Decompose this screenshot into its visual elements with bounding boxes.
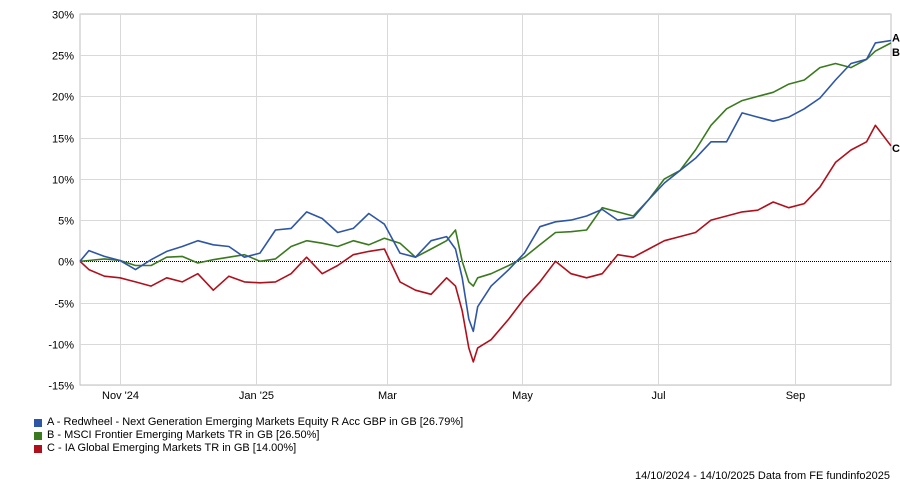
legend-item-b: B - MSCI Frontier Emerging Markets TR in… [34, 429, 463, 442]
y-tick-label: -5% [54, 299, 74, 311]
series-line-c [79, 124, 892, 363]
y-tick-label: 30% [52, 10, 74, 22]
legend-item-a: A - Redwheel - Next Generation Emerging … [34, 416, 463, 429]
y-tick-label: 25% [52, 51, 74, 63]
footer-date-range: 14/10/2024 - 14/10/2025 Data from FE fun… [634, 470, 890, 482]
y-tick-label: 15% [52, 134, 74, 146]
legend-label-c: C - IA Global Emerging Markets TR in GB … [47, 442, 297, 454]
y-tick-label: 5% [58, 216, 74, 228]
y-tick-label: -10% [48, 340, 74, 352]
legend-label-b: B - MSCI Frontier Emerging Markets TR in… [47, 429, 320, 441]
end-labels: AB C [892, 32, 900, 154]
end-label-c: C [892, 143, 900, 155]
y-tick-label: 20% [52, 92, 74, 104]
legend: A - Redwheel - Next Generation Emerging … [34, 416, 463, 455]
axes: 30% 25% 20% 15% 10% 5% 0% -5% -10% -15% Nov '24 Jan… [48, 10, 805, 403]
x-tick-label: Nov '24 [102, 390, 139, 402]
legend-item-c: C - IA Global Emerging Markets TR in GB … [34, 442, 463, 455]
y-tick-label: -15% [48, 381, 74, 393]
legend-label-a: A - Redwheel - Next Generation Emerging … [47, 416, 464, 428]
series-line-a [79, 39, 892, 333]
x-tick-label: Jul [651, 390, 665, 402]
y-tick-label: 0% [58, 257, 74, 269]
grid [79, 13, 892, 386]
legend-swatch-b [34, 431, 42, 440]
x-tick-label: Mar [378, 390, 397, 402]
y-tick-label: 10% [52, 175, 74, 187]
legend-swatch-c [34, 444, 42, 453]
x-tick-label: Jan '25 [239, 390, 274, 402]
x-tick-label: Sep [786, 390, 806, 402]
x-tick-label: May [512, 390, 533, 402]
legend-swatch-a [34, 418, 42, 427]
end-label-b: B [892, 47, 900, 59]
series-line-b [79, 42, 892, 287]
series-lines [79, 39, 892, 363]
end-label-a: A [892, 32, 900, 44]
plot-frame [79, 13, 892, 386]
